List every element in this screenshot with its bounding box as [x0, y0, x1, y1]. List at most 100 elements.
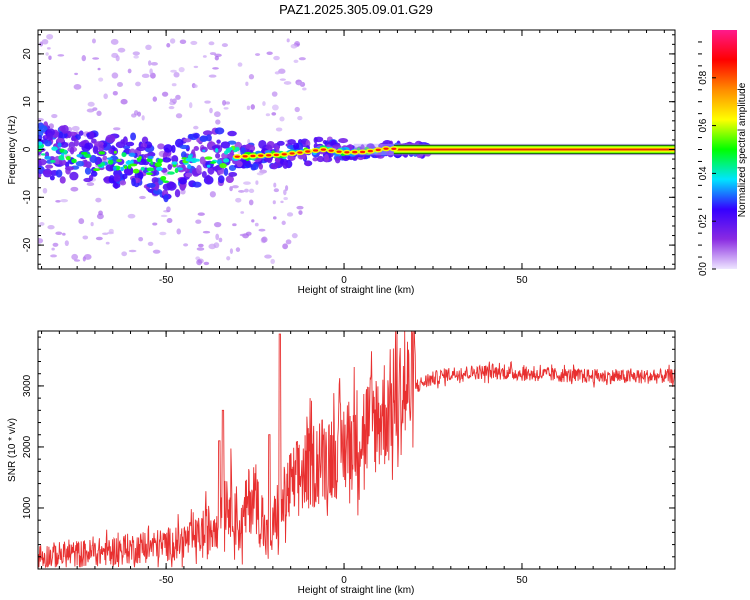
- noise-speck: [238, 190, 245, 193]
- spectral-core: [222, 158, 230, 163]
- noise-speck: [41, 38, 49, 45]
- spectral-core: [146, 172, 153, 176]
- spectral-core: [112, 166, 117, 171]
- spectral-blob: [49, 175, 55, 181]
- spectrogram-panel: -50 0 50 -20 -10 0 10 20 Height of straight lin…: [7, 29, 676, 296]
- spectral-core: [92, 168, 101, 172]
- spectral-core: [202, 149, 206, 152]
- noise-speck: [128, 249, 137, 253]
- noise-speck: [196, 247, 205, 251]
- noise-speck: [245, 81, 249, 87]
- spectral-core: [160, 175, 167, 181]
- spectral-core: [113, 150, 117, 154]
- noise-speck: [48, 55, 52, 60]
- noise-speck: [92, 57, 100, 60]
- x-tick-label: 50: [516, 575, 528, 586]
- noise-speck: [275, 127, 283, 132]
- spectral-core: [234, 146, 240, 152]
- spectral-core: [38, 141, 43, 146]
- noise-speck: [149, 68, 153, 75]
- noise-speck: [166, 218, 173, 224]
- noise-speck: [190, 40, 198, 45]
- noise-speck: [283, 197, 288, 201]
- noise-speck: [273, 55, 280, 61]
- noise-speck: [152, 222, 158, 226]
- noise-speck: [78, 218, 85, 225]
- x-tick-label: 0: [341, 275, 347, 286]
- snr-frame: [37, 330, 676, 570]
- noise-speck: [173, 71, 180, 78]
- spectral-blob: [334, 156, 341, 164]
- noise-speck: [212, 67, 219, 70]
- spectral-blob: [183, 138, 192, 143]
- snr-ylabel: SNR (10 * v/v): [7, 418, 18, 482]
- spectral-blob: [227, 130, 237, 137]
- noise-speck: [196, 259, 203, 266]
- x-tick-label: -50: [159, 575, 174, 586]
- colorbar: 0.0 0.2 0.4 0.6 0.8 Normalized spectral ampl…: [698, 30, 748, 276]
- spectral-blob: [312, 157, 318, 162]
- noise-speck: [178, 67, 185, 73]
- colorbar-ticks: 0.0 0.2 0.4 0.6 0.8: [698, 41, 716, 276]
- noise-speck: [271, 91, 278, 97]
- spectral-core: [51, 146, 58, 151]
- spectral-blob: [180, 151, 187, 159]
- noise-speck: [273, 182, 277, 188]
- spectral-blob: [171, 155, 179, 164]
- spectral-core: [58, 155, 65, 161]
- noise-speck: [42, 187, 48, 194]
- noise-speck: [175, 113, 183, 119]
- noise-speck: [226, 256, 231, 261]
- noise-speck: [244, 188, 249, 193]
- noise-speck: [111, 52, 119, 59]
- spectral-blob: [45, 164, 54, 169]
- spectral-blob: [223, 167, 229, 176]
- spectral-blob: [217, 175, 225, 184]
- ridge-peak: [289, 152, 295, 155]
- noise-speck: [117, 82, 124, 87]
- spectral-blob: [44, 139, 52, 147]
- noise-speck: [193, 125, 199, 130]
- noise-speck: [145, 44, 152, 51]
- colorbar-label: Normalized spectral amplitude: [737, 82, 748, 217]
- colorbar-tick-label: 0.8: [698, 70, 709, 84]
- noise-speck: [51, 113, 58, 119]
- spectral-blob: [305, 160, 310, 167]
- spectral-blob: [108, 175, 116, 184]
- noise-speck: [171, 83, 177, 87]
- spectrogram-ticks: -50 0 50 -20 -10 0 10 20: [22, 30, 675, 286]
- noise-speck: [271, 112, 277, 116]
- spectral-core: [71, 158, 77, 164]
- spectral-blob: [102, 155, 108, 161]
- noise-speck: [232, 223, 237, 227]
- noise-speck: [189, 102, 193, 109]
- spectral-blob: [119, 180, 127, 186]
- noise-speck: [209, 52, 217, 55]
- noise-speck: [221, 43, 228, 48]
- noise-speck: [91, 38, 96, 44]
- noise-speck: [52, 242, 59, 247]
- spectral-blob: [276, 140, 285, 146]
- spectral-blob: [258, 139, 267, 149]
- noise-speck: [110, 38, 119, 45]
- noise-speck: [74, 72, 79, 76]
- ridge-peak: [258, 154, 264, 157]
- spectral-blob: [225, 175, 234, 183]
- noise-speck: [113, 127, 121, 131]
- snr-ticks: -50 0 50 1000 2000 3000: [22, 331, 675, 586]
- noise-speck: [86, 108, 95, 113]
- spectrogram-xlabel: Height of straight line (km): [298, 285, 415, 296]
- spectral-blob: [323, 154, 329, 163]
- noise-speck: [70, 186, 79, 192]
- noise-speck: [159, 231, 167, 236]
- spectral-blob: [98, 144, 104, 153]
- spectral-blob: [68, 131, 78, 137]
- noise-speck: [46, 33, 54, 40]
- noise-speck: [141, 73, 150, 78]
- spectral-blob: [130, 132, 137, 141]
- noise-speck: [240, 211, 245, 214]
- spectral-core: [57, 142, 62, 148]
- spectral-core: [106, 157, 113, 161]
- ridge-peak: [336, 150, 342, 153]
- noise-speck: [71, 253, 79, 261]
